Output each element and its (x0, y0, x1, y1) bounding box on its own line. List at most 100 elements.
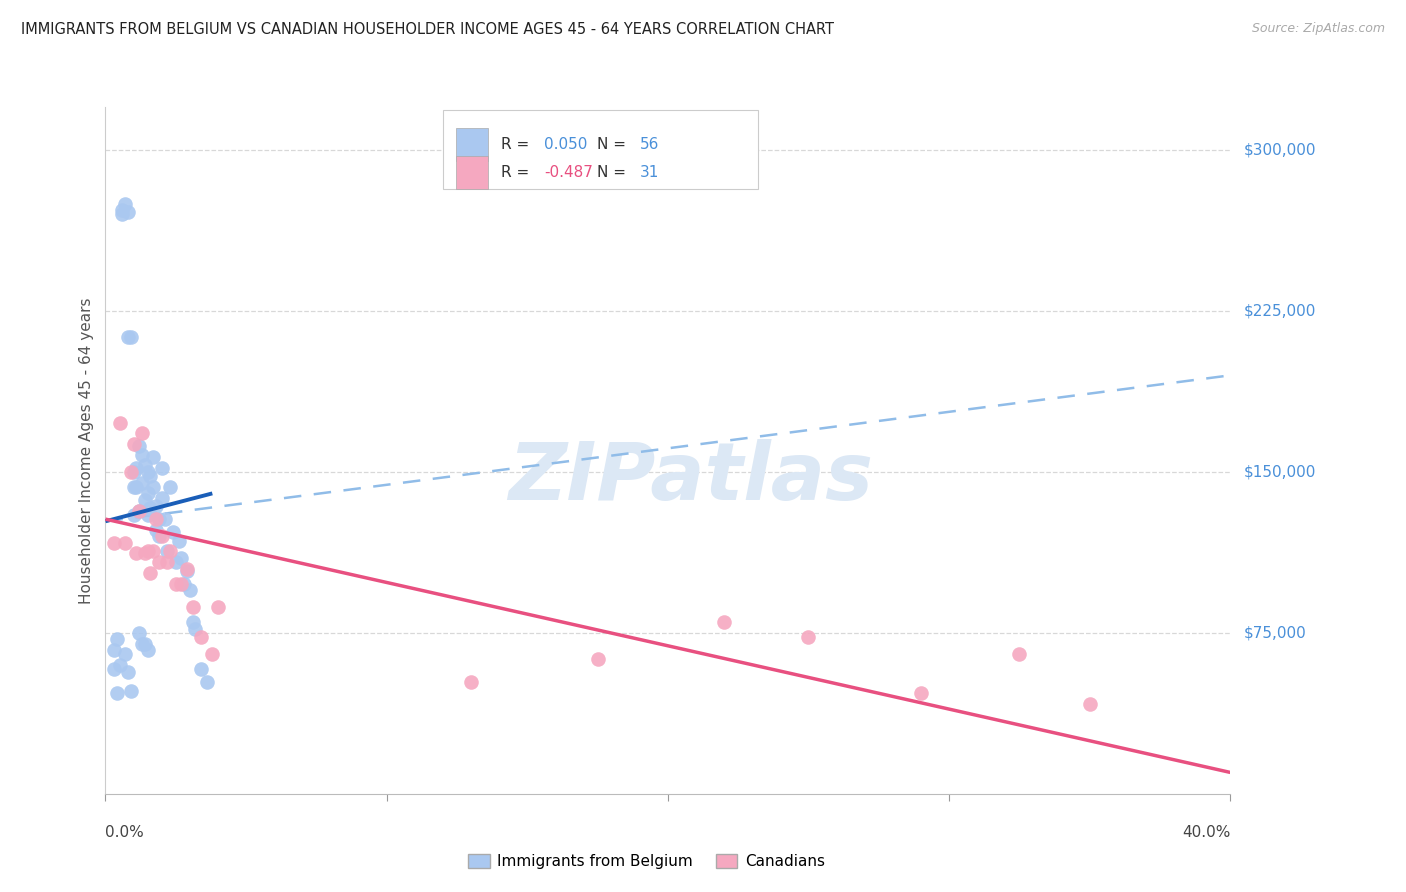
Point (122, 465, 145, 479)
Point (136, 465, 159, 479)
Point (190, 662, 212, 676)
Point (111, 202, 134, 217)
Point (713, 615, 735, 630)
Text: 56: 56 (640, 137, 659, 152)
Point (114, 648, 136, 662)
Point (131, 426, 153, 441)
Point (125, 480, 148, 494)
Y-axis label: Householder Income Ages 45 - 64 years: Householder Income Ages 45 - 64 years (79, 297, 94, 604)
Point (150, 460, 173, 475)
Point (136, 486, 159, 500)
Point (120, 683, 142, 698)
Point (145, 523, 167, 537)
Point (128, 503, 150, 517)
Point (136, 544, 159, 558)
Point (460, 675, 482, 690)
Point (176, 561, 198, 575)
Point (131, 448, 153, 462)
Point (150, 491, 173, 505)
Point (797, 630, 820, 644)
Point (176, 564, 198, 578)
Text: Source: ZipAtlas.com: Source: ZipAtlas.com (1251, 22, 1385, 36)
Point (117, 205, 139, 219)
Point (131, 475, 153, 490)
Point (122, 437, 145, 451)
Point (134, 492, 156, 507)
Point (134, 637, 156, 651)
Point (105, 632, 128, 647)
Point (195, 675, 218, 690)
Point (170, 550, 193, 565)
Point (184, 622, 207, 636)
Point (136, 643, 159, 657)
Point (128, 439, 150, 453)
Point (139, 566, 162, 580)
Point (181, 600, 204, 615)
Point (167, 533, 190, 548)
Point (122, 508, 145, 522)
Point (111, 207, 134, 221)
Text: N =: N = (598, 137, 626, 152)
Text: 40.0%: 40.0% (1182, 825, 1230, 839)
Point (105, 686, 128, 700)
Point (117, 665, 139, 679)
Point (103, 643, 125, 657)
Point (142, 450, 165, 464)
Point (170, 576, 193, 591)
Point (103, 662, 125, 676)
Text: IMMIGRANTS FROM BELGIUM VS CANADIAN HOUSEHOLDER INCOME AGES 45 - 64 YEARS CORREL: IMMIGRANTS FROM BELGIUM VS CANADIAN HOUS… (21, 22, 834, 37)
Text: $75,000: $75,000 (1244, 625, 1308, 640)
Point (125, 460, 148, 475)
Text: N =: N = (598, 165, 626, 179)
Point (910, 686, 932, 700)
Text: R =: R = (502, 165, 530, 179)
Point (142, 544, 165, 558)
Text: 31: 31 (640, 165, 659, 179)
Point (142, 480, 165, 494)
Point (108, 416, 131, 430)
Point (181, 615, 204, 630)
Point (134, 546, 156, 561)
Point (145, 500, 167, 514)
Point (120, 465, 142, 479)
Point (128, 503, 150, 517)
Point (148, 512, 170, 526)
Text: 0.0%: 0.0% (105, 825, 145, 839)
Point (190, 630, 212, 644)
Point (173, 576, 195, 591)
Point (139, 469, 162, 483)
Point (201, 648, 224, 662)
Point (120, 329, 142, 343)
Text: $150,000: $150,000 (1244, 465, 1316, 479)
Point (148, 555, 170, 569)
Point (156, 555, 179, 569)
Point (153, 512, 176, 526)
Point (108, 658, 131, 673)
Point (131, 637, 153, 651)
Point (148, 529, 170, 543)
Point (179, 582, 201, 597)
Point (207, 600, 229, 615)
Text: R =: R = (502, 137, 530, 152)
Text: -0.487: -0.487 (544, 165, 593, 179)
FancyBboxPatch shape (457, 128, 488, 161)
Text: ZIPatlas: ZIPatlas (508, 439, 873, 517)
FancyBboxPatch shape (457, 155, 488, 188)
Point (134, 458, 156, 473)
Point (125, 546, 148, 561)
Point (162, 524, 184, 539)
Legend: Immigrants from Belgium, Canadians: Immigrants from Belgium, Canadians (463, 847, 831, 875)
Point (150, 529, 173, 543)
FancyBboxPatch shape (443, 111, 758, 189)
Point (145, 512, 167, 526)
Point (586, 651, 609, 665)
Point (1078, 697, 1101, 711)
Text: $225,000: $225,000 (1244, 303, 1316, 318)
Point (159, 544, 181, 558)
Point (103, 535, 125, 549)
Point (139, 501, 162, 516)
Point (159, 480, 181, 494)
Point (128, 626, 150, 640)
Point (165, 576, 187, 591)
Point (114, 535, 136, 549)
